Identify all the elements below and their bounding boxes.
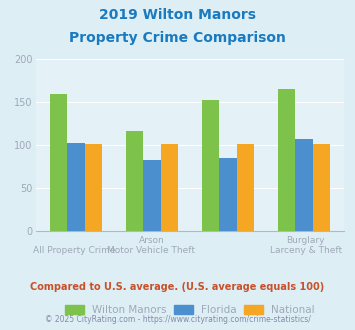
Bar	[202, 100, 219, 231]
Text: All Property Crime: All Property Crime	[33, 246, 115, 255]
Text: Motor Vehicle Theft: Motor Vehicle Theft	[107, 246, 195, 255]
Bar	[160, 144, 178, 231]
Bar	[295, 139, 313, 231]
Bar	[219, 158, 237, 231]
Text: Property Crime Comparison: Property Crime Comparison	[69, 31, 286, 45]
Text: Arson: Arson	[138, 236, 164, 245]
Text: Larceny & Theft: Larceny & Theft	[270, 246, 342, 255]
Bar	[84, 144, 102, 231]
Bar	[67, 144, 84, 231]
Text: © 2025 CityRating.com - https://www.cityrating.com/crime-statistics/: © 2025 CityRating.com - https://www.city…	[45, 315, 310, 324]
Text: Compared to U.S. average. (U.S. average equals 100): Compared to U.S. average. (U.S. average …	[31, 282, 324, 292]
Legend: Wilton Manors, Florida, National: Wilton Manors, Florida, National	[62, 301, 318, 318]
Text: Burglary: Burglary	[286, 236, 325, 245]
Bar	[50, 94, 67, 231]
Bar	[278, 88, 295, 231]
Bar	[237, 144, 254, 231]
Bar	[313, 144, 330, 231]
Bar	[143, 160, 160, 231]
Bar	[126, 131, 143, 231]
Text: 2019 Wilton Manors: 2019 Wilton Manors	[99, 8, 256, 22]
